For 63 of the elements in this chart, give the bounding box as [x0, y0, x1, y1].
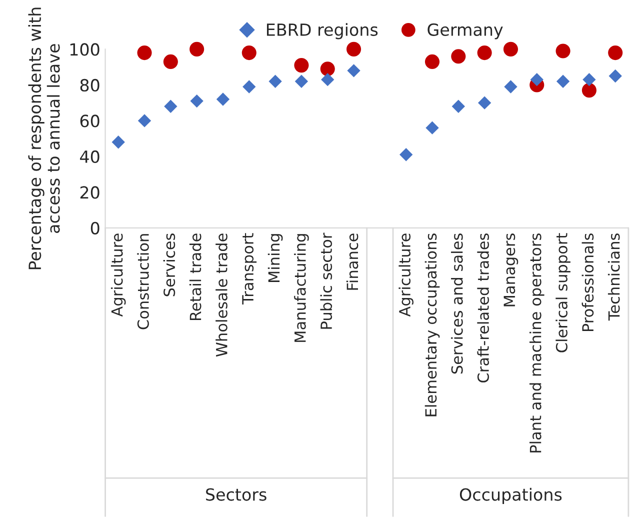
text: Occupations	[460, 488, 562, 504]
y-tick-label: 40	[80, 150, 100, 164]
point	[503, 42, 518, 56]
point	[347, 64, 360, 78]
point	[112, 136, 125, 149]
x-tick-label: Construction	[137, 234, 149, 330]
x-tick-label: Clerical support	[556, 233, 570, 352]
point	[268, 74, 282, 88]
point	[608, 69, 622, 83]
text: Sectors	[206, 488, 266, 501]
point	[451, 49, 466, 64]
y-tick-label: 60	[80, 114, 100, 128]
point	[320, 62, 335, 76]
x-tick-label: Elementary occupations	[424, 234, 440, 416]
point	[137, 46, 152, 60]
x-tick-label: Wholesale trade	[216, 234, 228, 357]
x-tick-label: Craft-related trades	[477, 234, 489, 382]
y-axis-title: Percentage of respondents with access to annual leave	[28, 8, 60, 270]
legend-label: Germany	[428, 23, 503, 40]
point	[216, 92, 230, 106]
point	[242, 46, 256, 60]
x-tick-label: Services and sales	[451, 234, 463, 374]
point	[346, 42, 362, 56]
point	[294, 74, 308, 88]
point	[582, 73, 596, 86]
x-tick-label: Agriculture	[398, 234, 414, 317]
point	[424, 54, 440, 70]
point	[242, 80, 256, 94]
point	[400, 148, 413, 162]
point	[477, 46, 492, 60]
point	[582, 83, 596, 98]
point	[426, 121, 439, 134]
point	[321, 73, 334, 86]
x-tick-label: Public sector	[320, 232, 332, 329]
point	[504, 80, 518, 94]
x-tick-label: Finance	[346, 234, 358, 290]
x-tick-label: Mining	[268, 234, 283, 282]
point	[190, 94, 204, 108]
x-tick-label: Plant and machine operators	[529, 234, 544, 452]
x-tick-label: Managers	[504, 234, 518, 306]
point	[556, 74, 570, 88]
point	[164, 100, 178, 113]
point	[163, 54, 178, 70]
y-tick-label: 0	[90, 222, 100, 234]
point	[294, 58, 309, 73]
x-tick-label: Agriculture	[110, 234, 126, 317]
y-tick-label: 20	[80, 186, 100, 199]
x-tick-label: Retail trade	[189, 234, 202, 320]
x-tick-label: Transport	[242, 233, 257, 305]
x-tick-label: Services	[163, 234, 176, 296]
y-tick-label: 80	[80, 78, 100, 92]
legend-label: EBRD regions	[266, 23, 378, 40]
x-tick-label: Professionals	[582, 234, 594, 332]
point	[478, 96, 492, 110]
point	[608, 46, 623, 60]
point	[190, 42, 204, 56]
point	[556, 44, 570, 58]
point	[138, 114, 152, 128]
point	[452, 100, 465, 113]
y-tick-label: 100	[70, 43, 100, 56]
x-tick-label: Technicians	[608, 234, 620, 321]
point	[530, 73, 544, 86]
x-tick-label: Manufacturing	[294, 234, 309, 342]
